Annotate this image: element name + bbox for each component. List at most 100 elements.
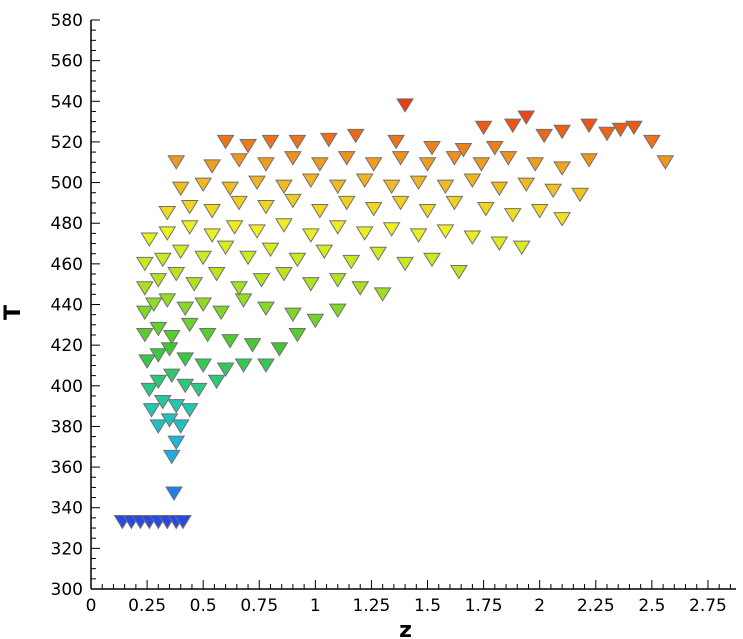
data-point [355,173,374,188]
data-point [275,218,293,233]
data-point [275,179,293,195]
data-points [113,98,675,530]
data-point [474,120,493,136]
data-point [243,338,262,353]
y-tick-label: 480 [51,214,83,234]
y-tick-label: 460 [51,255,83,275]
x-axis-label: z [399,618,412,639]
data-point [535,128,554,144]
y-tick-label: 560 [51,52,83,72]
data-point [346,128,365,144]
data-point [140,232,159,247]
data-point [284,193,302,209]
data-point [203,228,222,243]
data-point [450,264,468,280]
data-point [301,277,320,292]
y-tick-label: 300 [51,580,83,600]
data-point [517,177,536,193]
data-point [310,157,329,172]
data-point [445,195,464,211]
data-point [153,252,172,268]
data-point [275,267,293,282]
data-point [396,256,414,272]
data-point [149,348,168,363]
y-tick-label: 500 [51,174,83,194]
data-point [257,157,275,172]
data-point [328,220,347,235]
x-tick-label: 0.5 [190,596,217,616]
data-point [418,204,437,219]
data-point [142,403,161,418]
data-point [270,342,289,357]
data-point [174,514,192,530]
data-point [436,179,455,195]
y-tick-label: 380 [51,417,83,437]
data-point [198,327,217,343]
y-tick-label: 420 [51,336,83,356]
y-axis-label: T [1,305,26,320]
data-point [176,378,195,394]
data-point [162,449,181,465]
data-point [423,252,441,268]
data-point [409,228,428,243]
y-tick-label: 520 [51,133,83,153]
data-point [194,177,213,193]
data-point [171,244,190,260]
data-point [207,267,226,282]
data-point [216,240,235,256]
data-point [301,228,320,243]
data-point [180,199,199,215]
data-point [149,374,168,390]
data-point [319,132,338,148]
data-point [391,151,410,166]
data-point [185,277,204,292]
data-point [503,208,522,223]
data-point [167,435,186,451]
data-point [490,181,509,197]
data-point [135,327,154,343]
data-point [257,199,275,215]
data-point [310,204,329,219]
data-point [135,256,154,272]
x-tick-label: 1.75 [465,596,503,616]
data-point [194,297,213,312]
data-point [463,173,482,188]
data-point [337,151,356,166]
data-point [382,179,401,195]
data-point [149,419,168,434]
data-point [355,226,374,241]
data-point [373,287,392,302]
data-point [180,403,199,418]
data-point [180,317,199,333]
x-tick-label: 0 [86,596,97,616]
data-point [221,334,239,349]
data-point [315,244,334,260]
data-point [580,118,598,134]
data-point [499,151,518,166]
data-point [140,382,159,398]
data-point [544,183,563,199]
data-point [625,120,643,136]
data-point [284,151,302,166]
data-point [306,313,325,329]
data-point [171,419,190,434]
data-point [165,486,183,501]
data-point [194,250,213,266]
data-point [418,157,437,172]
data-point [382,222,401,237]
data-point [301,173,320,188]
data-point [553,124,572,140]
data-point [153,395,172,410]
data-point [203,159,222,174]
data-point [203,204,222,219]
data-point [409,175,428,191]
data-point [423,141,441,156]
data-point [176,301,195,317]
data-point [328,179,347,195]
data-point [261,134,280,150]
data-point [261,242,280,258]
data-point [176,352,195,367]
data-point [212,305,231,321]
data-point [162,330,181,345]
